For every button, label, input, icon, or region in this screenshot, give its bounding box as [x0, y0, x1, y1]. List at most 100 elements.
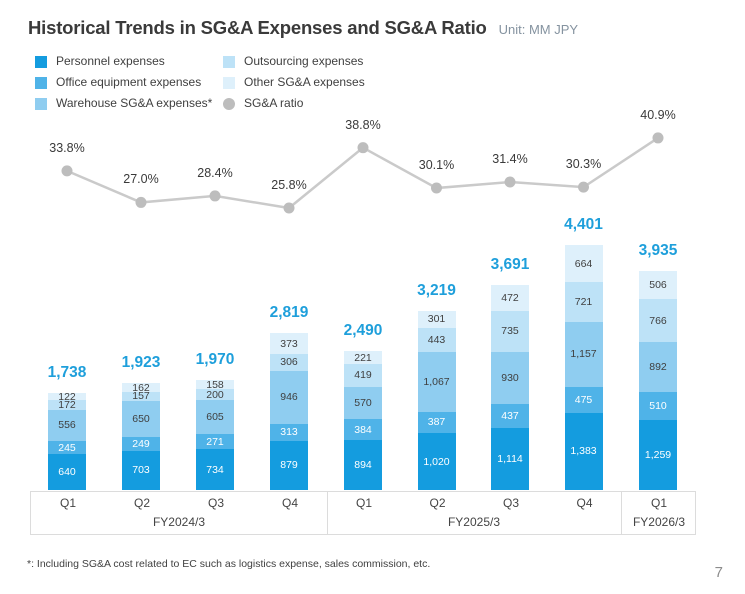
bar-segment: 892 [639, 341, 677, 392]
bar-segment: 157 [122, 390, 160, 402]
ratio-point-label: 30.3% [565, 157, 602, 172]
ratio-point-label: 27.0% [123, 172, 159, 187]
bar-segment: 930 [491, 351, 529, 404]
bar-segment: 122 [48, 391, 86, 403]
bar-segment: 373 [270, 333, 308, 354]
series-swatch-icon [35, 55, 47, 68]
ratio-point-label: 25.8% [271, 178, 307, 192]
axis-fiscal-year-label: FY2026/3 [632, 515, 686, 529]
axis-quarter-label: Q1 [355, 496, 373, 510]
series-swatch-icon [223, 76, 235, 89]
legend-item: Other SG&A expenses [223, 76, 365, 89]
ratio-point-label: 33.8% [49, 140, 85, 155]
axis-group-separator [621, 492, 622, 534]
stacked-bar: 162 157 650 249 703 [122, 382, 160, 490]
bar-total-label: 1,923 [121, 354, 161, 372]
series-swatch-icon [35, 76, 47, 89]
bar-segment: 475 [564, 386, 603, 413]
bar-segment: 506 [639, 271, 677, 300]
axis-quarter-label: Q3 [502, 496, 520, 510]
bar-total-label: 4,401 [564, 216, 603, 234]
bar-segment: 1,067 [417, 352, 456, 412]
bar-segment: 1,383 [564, 412, 603, 490]
bar-segment: 249 [122, 436, 160, 451]
bar-segment: 946 [270, 370, 308, 424]
legend-label: Warehouse SG&A expenses* [56, 96, 213, 110]
ratio-point-label: 31.4% [492, 152, 528, 167]
bar-total-label: 2,490 [343, 322, 383, 340]
bar-segment: 510 [639, 391, 677, 420]
stacked-bar: 664 721 1,157 475 1,383 [564, 245, 603, 490]
axis-fiscal-year-label: FY2025/3 [447, 515, 501, 529]
bar-segment: 605 [196, 400, 234, 435]
stacked-bar: 221 419 570 384 894 [344, 351, 382, 490]
stacked-bar: 472 735 930 437 1,114 [491, 284, 529, 490]
bar-segment: 1,020 [417, 433, 456, 490]
header: Historical Trends in SG&A Expenses and S… [28, 17, 578, 39]
bar-segment: 200 [196, 389, 234, 401]
bar-segment: 879 [270, 441, 308, 490]
stacked-bar: 373 306 946 313 879 [270, 333, 308, 490]
stacked-bar: 122 172 556 245 640 [48, 391, 86, 490]
bar-segment: 1,114 [491, 427, 529, 490]
bar-segment: 172 [48, 399, 86, 411]
legend-item: Warehouse SG&A expenses* [35, 97, 223, 110]
bar-segment: 556 [48, 409, 86, 441]
axis-quarter-label: Q1 [650, 496, 668, 510]
bar-segment: 221 [344, 351, 382, 364]
bar-segment: 1,259 [639, 419, 677, 490]
bar-segment: 419 [344, 363, 382, 388]
bar-segment: 721 [564, 282, 603, 323]
legend-item: Personnel expenses [35, 55, 223, 68]
axis-quarter-label: Q4 [281, 496, 299, 510]
bar-segment: 162 [122, 382, 160, 394]
bar-segment: 664 [564, 245, 603, 282]
bar-segment: 443 [417, 327, 456, 353]
footnote: *: Including SG&A cost related to EC suc… [27, 558, 431, 570]
bar-total-label: 3,219 [417, 281, 456, 299]
ratio-point-label: 40.9% [640, 107, 676, 122]
stacked-bar: 158 200 605 271 734 [196, 379, 234, 490]
bar-total-label: 3,935 [638, 242, 678, 260]
ratio-point-label: 28.4% [197, 165, 233, 180]
bar-segment: 306 [270, 353, 308, 371]
bar-segment: 384 [344, 418, 382, 441]
bar-segment: 1,157 [564, 322, 603, 387]
ratio-point-label: 38.8% [345, 117, 381, 132]
chart-legend: Personnel expenses Office equipment expen… [35, 55, 365, 110]
bar-segment: 387 [417, 411, 456, 434]
ratio-point-label: 30.1% [418, 158, 455, 173]
axis-quarter-label: Q3 [207, 496, 225, 510]
bar-segment: 640 [48, 454, 86, 490]
bar-total-label: 2,819 [269, 304, 309, 322]
bar-total-label: 3,691 [490, 255, 530, 273]
stacked-bar: 506 766 892 510 1,259 [639, 271, 677, 490]
bar-segment: 313 [270, 423, 308, 442]
axis-quarter-label: Q4 [576, 496, 593, 510]
legend-label: Outsourcing expenses [244, 54, 364, 68]
legend-label: Personnel expenses [56, 54, 165, 68]
series-swatch-icon [223, 55, 235, 68]
bar-segment: 734 [196, 449, 234, 490]
bar-total-label: 1,738 [47, 364, 87, 382]
bar-segment: 703 [122, 450, 160, 490]
legend-column: Personnel expenses Office equipment expen… [35, 55, 223, 110]
bar-segment: 735 [491, 310, 529, 352]
bar-segment: 301 [417, 310, 456, 328]
legend-item: SG&A ratio [223, 97, 365, 110]
bar-segment: 472 [491, 284, 529, 311]
unit-label: Unit: MM JPY [498, 22, 579, 37]
bar-segment: 245 [48, 440, 86, 455]
bar-segment: 650 [122, 400, 160, 437]
bar-total-label: 1,970 [195, 351, 235, 369]
legend-column: Outsourcing expenses Other SG&A expenses S… [223, 55, 365, 110]
stacked-bar: 301 443 1,067 387 1,020 [417, 310, 456, 490]
axis-group-separator [327, 492, 328, 534]
axis-fiscal-year-label: FY2024/3 [152, 515, 206, 529]
legend-item: Office equipment expenses [35, 76, 223, 89]
x-axis: Q1 Q2 Q3 Q4 Q1 Q2 Q3 Q4 Q1 FY2024/3 FY2025/3 FY2026… [30, 491, 696, 535]
page-number: 7 [714, 564, 723, 581]
bar-segment: 158 [196, 379, 234, 391]
